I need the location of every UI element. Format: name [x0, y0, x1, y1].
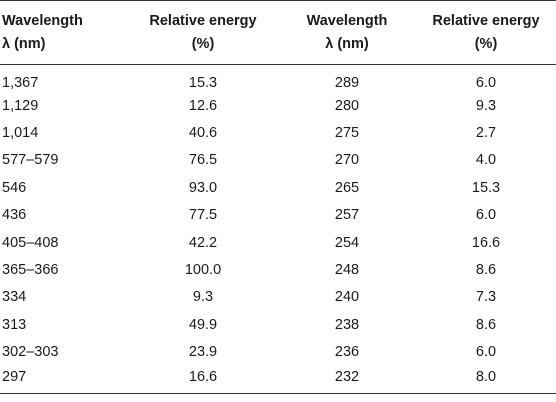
wavelength-cell: 1,367 — [2, 75, 39, 92]
relative-energy-cell: 6.0 — [475, 75, 497, 92]
wavelength-cell: 240 — [334, 289, 360, 306]
relative-energy-cell: 12.6 — [188, 97, 218, 114]
table-row: 1,129 12.6 280 9.3 — [0, 92, 556, 119]
table-row: 365–366 100.0 248 8.6 — [0, 256, 556, 283]
relative-energy-cell: 16.6 — [128, 365, 278, 394]
relative-energy-cell: 8.6 — [475, 261, 497, 278]
relative-energy-cell: 8.0 — [416, 365, 556, 394]
relative-energy-cell: 15.3 — [188, 75, 218, 92]
relative-energy-cell: 2.7 — [475, 124, 497, 141]
wavelength-cell: 257 — [334, 207, 360, 224]
relative-energy-cell: 16.6 — [471, 234, 501, 251]
relative-energy-cell: 9.3 — [192, 289, 214, 306]
relative-energy-cell: 15.3 — [471, 179, 501, 196]
relative-energy-cell: 76.5 — [188, 152, 218, 169]
table-row: 577–579 76.5 270 4.0 — [0, 147, 556, 174]
wavelength-cell: 302–303 — [2, 344, 59, 361]
table-row: 436 77.5 257 6.0 — [0, 201, 556, 228]
relative-energy-cell: 4.0 — [475, 152, 497, 169]
wavelength-cell: 577–579 — [2, 152, 59, 169]
wavelength-cell: 1,129 — [2, 97, 39, 114]
wavelength-cell: 265 — [334, 179, 360, 196]
header-line2: (%) — [474, 36, 498, 52]
header-row: Wavelength λ (nm) Relative energy (%) Wa… — [0, 0, 556, 65]
header-line2: (%) — [191, 36, 215, 52]
wavelength-cell: 313 — [2, 316, 27, 333]
wavelength-cell: 289 — [334, 75, 360, 92]
wavelength-cell: 275 — [334, 124, 360, 141]
table-row: 1,014 40.6 275 2.7 — [0, 119, 556, 146]
relative-energy-cell: 8.6 — [475, 316, 497, 333]
relative-energy-cell: 6.0 — [475, 344, 497, 361]
table-row: 302–303 23.9 236 6.0 — [0, 338, 556, 365]
relative-energy-cell: 42.2 — [188, 234, 218, 251]
header-line1: Relative energy — [149, 13, 257, 29]
relative-energy-cell: 23.9 — [188, 344, 218, 361]
table-row: 334 9.3 240 7.3 — [0, 284, 556, 311]
header-wavelength-2: Wavelength λ (nm) — [278, 0, 416, 65]
wavelength-cell: 238 — [334, 316, 360, 333]
relative-energy-cell: 93.0 — [188, 179, 218, 196]
relative-energy-cell: 6.0 — [475, 207, 497, 224]
wavelength-cell: 405–408 — [2, 234, 59, 251]
header-line2: λ (nm) — [2, 36, 46, 52]
header-line2: λ (nm) — [325, 36, 369, 52]
table-row: 405–408 42.2 254 16.6 — [0, 229, 556, 256]
relative-energy-cell: 9.3 — [475, 97, 497, 114]
relative-energy-cell: 7.3 — [475, 289, 497, 306]
wavelength-cell: 365–366 — [2, 261, 59, 278]
header-relative-energy-1: Relative energy (%) — [128, 0, 278, 65]
wavelength-cell: 270 — [334, 152, 360, 169]
table-header: Wavelength λ (nm) Relative energy (%) Wa… — [0, 0, 556, 65]
table-body: 1,367 15.3 289 6.0 1,129 12.6 280 9.3 1,014 40.6 2… — [0, 65, 556, 394]
wavelength-cell: 297 — [0, 365, 128, 394]
table-row: 546 93.0 265 15.3 — [0, 174, 556, 201]
wavelength-cell: 232 — [278, 365, 416, 394]
wavelength-cell: 254 — [334, 234, 360, 251]
wavelength-cell: 236 — [334, 344, 360, 361]
header-line1: Wavelength — [306, 13, 388, 29]
wavelength-cell: 248 — [334, 261, 360, 278]
header-wavelength-1: Wavelength λ (nm) — [0, 0, 128, 65]
header-relative-energy-2: Relative energy (%) — [416, 0, 556, 65]
relative-energy-cell: 49.9 — [188, 316, 218, 333]
relative-energy-cell: 40.6 — [188, 124, 218, 141]
wavelength-cell: 546 — [2, 179, 27, 196]
wavelength-cell: 436 — [2, 207, 27, 224]
table-row: 297 16.6 232 8.0 — [0, 365, 556, 394]
table-row: 313 49.9 238 8.6 — [0, 311, 556, 338]
relative-energy-cell: 100.0 — [184, 261, 222, 278]
header-line1: Relative energy — [432, 13, 540, 29]
wavelength-cell: 1,014 — [2, 124, 39, 141]
wavelength-cell: 334 — [2, 289, 27, 306]
wavelength-cell: 280 — [334, 97, 360, 114]
relative-energy-cell: 77.5 — [188, 207, 218, 224]
table-row: 1,367 15.3 289 6.0 — [0, 65, 556, 92]
header-line1: Wavelength — [2, 13, 83, 29]
